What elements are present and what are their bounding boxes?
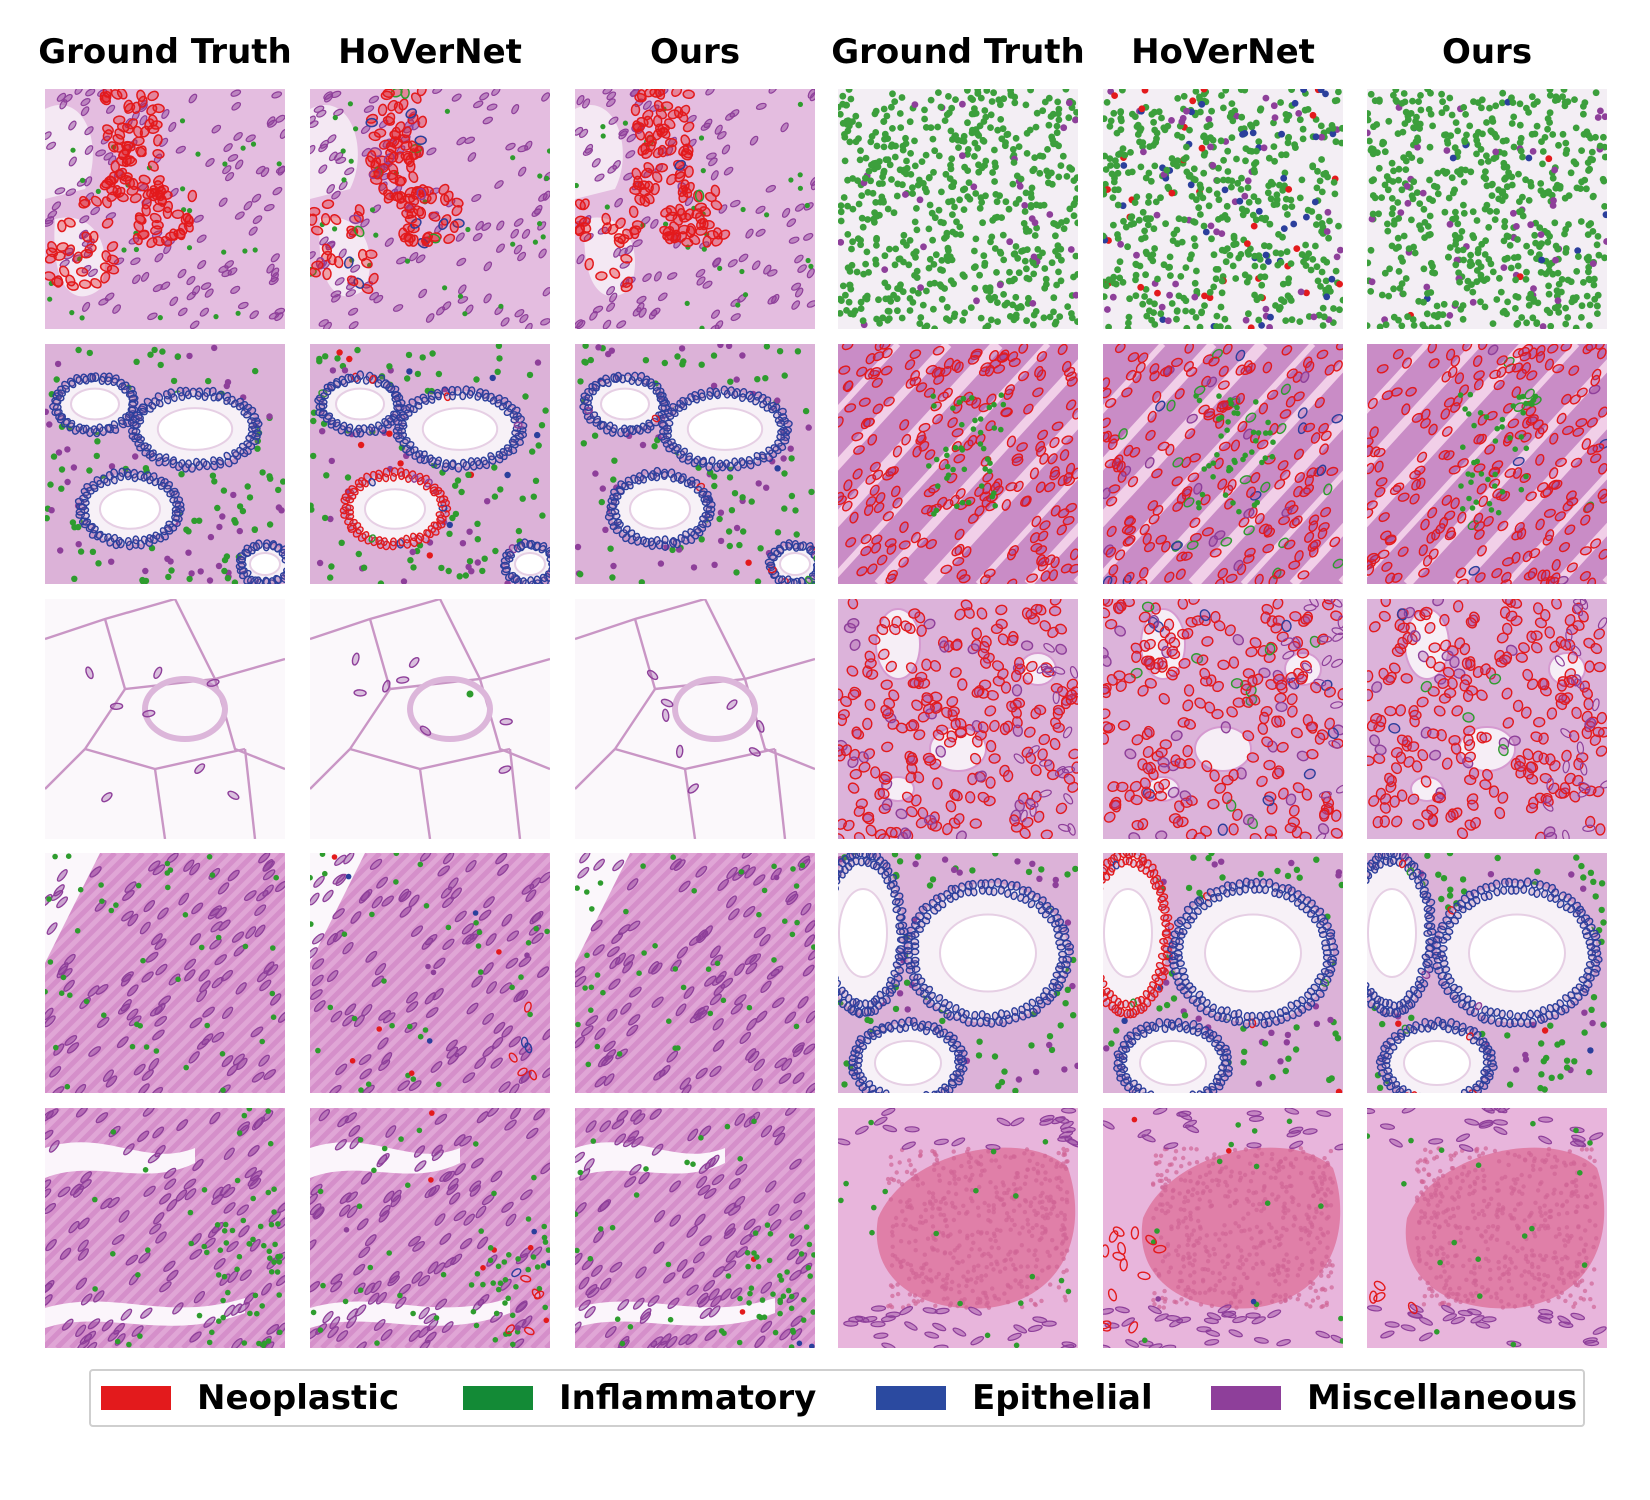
legend-item-miscellaneous: Miscellaneous [1211, 1371, 1577, 1425]
tile-r5-right-ground-truth [838, 1108, 1078, 1348]
legend-label-inflammatory: Inflammatory [559, 1378, 817, 1418]
tissue-image [838, 599, 1078, 839]
tissue-image [1103, 599, 1343, 839]
tissue-image [575, 853, 815, 1093]
tissue-image [310, 853, 550, 1093]
legend-item-inflammatory: Inflammatory [463, 1371, 816, 1425]
tile-r1-left-ours [575, 89, 815, 329]
legend-label-epithelial: Epithelial [972, 1378, 1153, 1418]
tile-r1-left-ground-truth [45, 89, 285, 329]
tissue-image [45, 599, 285, 839]
tile-r5-left-hovernet [310, 1108, 550, 1348]
tissue-image [310, 89, 550, 329]
tile-r4-left-ours [575, 853, 815, 1093]
tissue-image [310, 344, 550, 584]
tissue-image [1367, 1108, 1607, 1348]
tissue-image [575, 599, 815, 839]
tile-r2-right-hovernet [1103, 344, 1343, 584]
tissue-image [1103, 89, 1343, 329]
column-title-ground-truth-right: Ground Truth [831, 32, 1085, 72]
tissue-image [1367, 599, 1607, 839]
tile-r1-right-hovernet [1103, 89, 1343, 329]
tile-r5-left-ground-truth [45, 1108, 285, 1348]
tissue-image [1103, 1108, 1343, 1348]
tissue-image [310, 599, 550, 839]
tile-r4-left-ground-truth [45, 853, 285, 1093]
tissue-image [45, 344, 285, 584]
tile-r1-right-ours [1367, 89, 1607, 329]
tile-r4-left-hovernet [310, 853, 550, 1093]
legend-swatch-inflammatory [463, 1386, 533, 1410]
tissue-image [1103, 853, 1343, 1093]
tissue-image [1367, 344, 1607, 584]
tissue-image [838, 344, 1078, 584]
tile-r4-right-ours [1367, 853, 1607, 1093]
tissue-image [838, 89, 1078, 329]
tissue-image [575, 1108, 815, 1348]
tissue-image [1367, 853, 1607, 1093]
tissue-image [838, 853, 1078, 1093]
tile-r2-right-ours [1367, 344, 1607, 584]
tile-r2-left-ours [575, 344, 815, 584]
tile-r2-right-ground-truth [838, 344, 1078, 584]
tissue-image [575, 344, 815, 584]
tissue-image [310, 1108, 550, 1348]
tile-r5-right-ours [1367, 1108, 1607, 1348]
tile-r3-right-ground-truth [838, 599, 1078, 839]
tile-r5-left-ours [575, 1108, 815, 1348]
legend-item-epithelial: Epithelial [876, 1371, 1153, 1425]
legend-swatch-neoplastic [101, 1386, 171, 1410]
legend-label-neoplastic: Neoplastic [197, 1378, 400, 1418]
tile-r2-left-ground-truth [45, 344, 285, 584]
tile-r2-left-hovernet [310, 344, 550, 584]
legend: Neoplastic Inflammatory Epithelial Misce… [89, 1369, 1585, 1427]
tile-r3-left-hovernet [310, 599, 550, 839]
column-title-ours-right: Ours [1441, 32, 1533, 72]
tissue-image [575, 89, 815, 329]
tissue-image [1103, 344, 1343, 584]
tissue-image [1367, 89, 1607, 329]
tile-r1-left-hovernet [310, 89, 550, 329]
legend-swatch-miscellaneous [1211, 1386, 1281, 1410]
tile-r3-right-hovernet [1103, 599, 1343, 839]
tile-r5-right-hovernet [1103, 1108, 1343, 1348]
tissue-image [45, 89, 285, 329]
tissue-image [45, 1108, 285, 1348]
tile-r4-right-hovernet [1103, 853, 1343, 1093]
column-title-ours-left: Ours [649, 32, 741, 72]
tissue-image [45, 853, 285, 1093]
column-title-hovernet-right: HoVerNet [1131, 32, 1315, 72]
tile-r4-right-ground-truth [838, 853, 1078, 1093]
legend-item-neoplastic: Neoplastic [101, 1371, 399, 1425]
tissue-image [838, 1108, 1078, 1348]
tile-r3-right-ours [1367, 599, 1607, 839]
tile-r3-left-ours [575, 599, 815, 839]
tile-r3-left-ground-truth [45, 599, 285, 839]
legend-swatch-epithelial [876, 1386, 946, 1410]
column-title-ground-truth-left: Ground Truth [38, 32, 292, 72]
legend-label-miscellaneous: Miscellaneous [1307, 1378, 1578, 1418]
tile-r1-right-ground-truth [838, 89, 1078, 329]
column-title-hovernet-left: HoVerNet [338, 32, 522, 72]
